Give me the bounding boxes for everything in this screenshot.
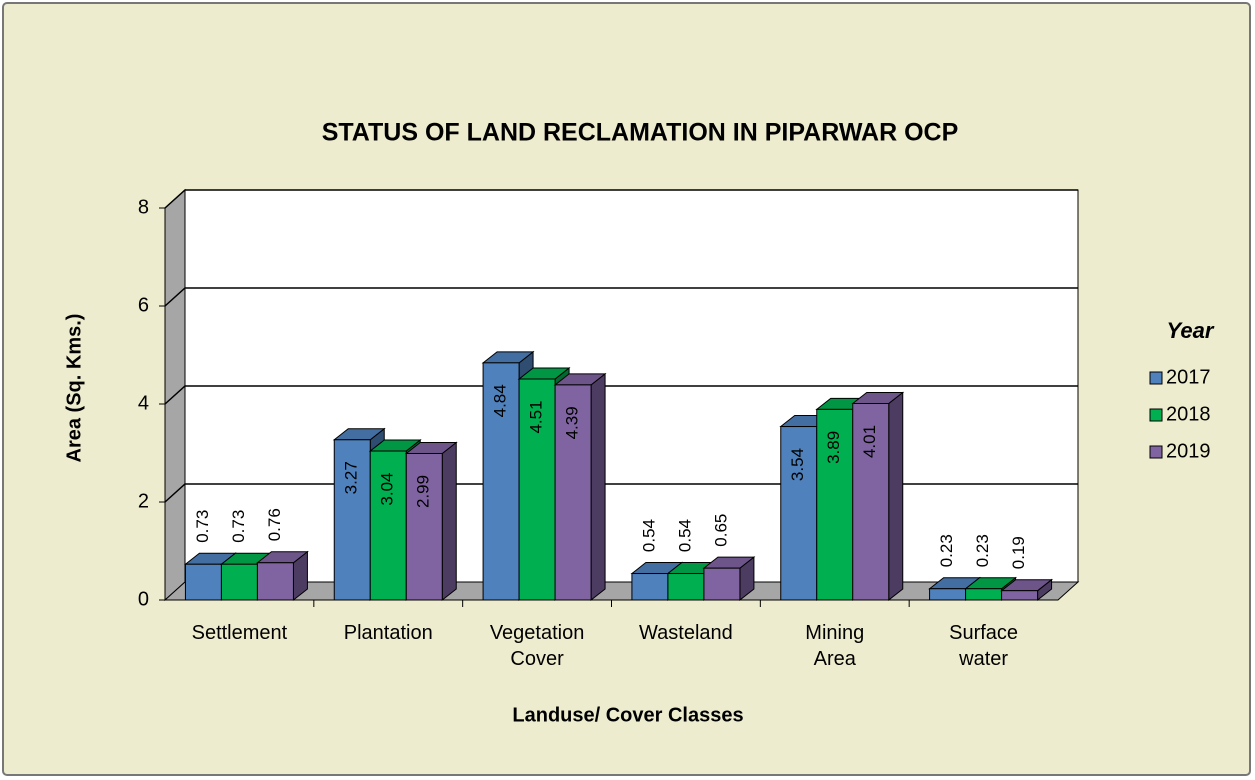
bar [852, 403, 890, 601]
bar [965, 588, 1003, 601]
grid-line [164, 385, 1078, 405]
value-label: 0.73 [193, 510, 212, 543]
grid-line [164, 189, 1078, 209]
bar [703, 567, 741, 601]
value-label: 3.54 [788, 448, 807, 481]
x-tick-label: Wasteland [639, 622, 733, 644]
bar [482, 362, 520, 601]
value-label: 0.76 [265, 508, 284, 541]
x-tick-label-line: Wasteland [639, 622, 733, 644]
bar [667, 573, 705, 601]
bar [405, 452, 443, 601]
bar [816, 408, 854, 601]
value-label: 0.65 [711, 514, 730, 547]
bar [256, 562, 294, 601]
x-tick-label-line: Mining [805, 622, 864, 644]
y-axis-label: Area (Sq. Kms.) [63, 314, 85, 463]
value-label: 4.51 [527, 400, 546, 433]
bar [1001, 590, 1039, 601]
value-label: 4.01 [860, 425, 879, 458]
x-tick-label-line: Cover [510, 648, 564, 670]
bar [631, 573, 669, 601]
value-label: 0.54 [639, 519, 658, 552]
x-tick-label-line: water [958, 648, 1008, 670]
legend-label: 2018 [1166, 403, 1211, 425]
value-label: 0.23 [973, 534, 992, 567]
x-tick-label-line: Surface [949, 622, 1018, 644]
value-label: 3.27 [342, 461, 361, 494]
legend-label: 2017 [1166, 366, 1211, 388]
x-tick-label: Settlement [192, 622, 288, 644]
bar [780, 426, 818, 601]
value-label: 3.04 [378, 472, 397, 505]
y-tick-label: 2 [138, 490, 149, 512]
legend-swatch [1149, 408, 1163, 422]
value-label: 0.23 [937, 534, 956, 567]
x-tick-label-line: Plantation [344, 622, 433, 644]
bar-side [590, 372, 606, 602]
value-label: 4.39 [563, 406, 582, 439]
y-tick-label: 0 [138, 588, 149, 610]
x-tick-label-line: Vegetation [490, 622, 585, 644]
value-label: 0.54 [675, 519, 694, 552]
y-tick-label: 8 [138, 196, 149, 218]
bar-side [888, 391, 904, 602]
legend-label: 2019 [1166, 440, 1211, 462]
x-tick-label-line: Area [814, 648, 857, 670]
bar [369, 450, 407, 601]
x-axis-label: Landuse/ Cover Classes [512, 704, 743, 726]
x-tick-label: Plantation [344, 622, 433, 644]
value-label: 4.84 [491, 384, 510, 417]
bar-side [441, 441, 457, 602]
x-tick-label: Mining Area [805, 622, 864, 670]
value-label: 0.19 [1009, 536, 1028, 569]
x-tick-label: Surface water [949, 622, 1018, 670]
bar [554, 384, 592, 601]
legend-swatch [1149, 371, 1163, 385]
value-label: 0.73 [229, 510, 248, 543]
bar [184, 563, 222, 601]
value-label: 3.89 [824, 431, 843, 464]
bar [220, 563, 258, 601]
bar [929, 588, 967, 601]
legend-swatch [1149, 445, 1163, 459]
x-tick-label: Vegetation Cover [490, 622, 585, 670]
y-tick-label: 6 [138, 294, 149, 316]
bar [518, 378, 556, 601]
value-label: 2.99 [414, 475, 433, 508]
chart-title: STATUS OF LAND RECLAMATION IN PIPARWAR O… [322, 119, 959, 147]
legend-title: Year [1167, 318, 1215, 343]
x-tick-label-line: Settlement [192, 622, 288, 644]
grid-line [164, 287, 1078, 307]
y-tick-label: 4 [138, 392, 149, 414]
